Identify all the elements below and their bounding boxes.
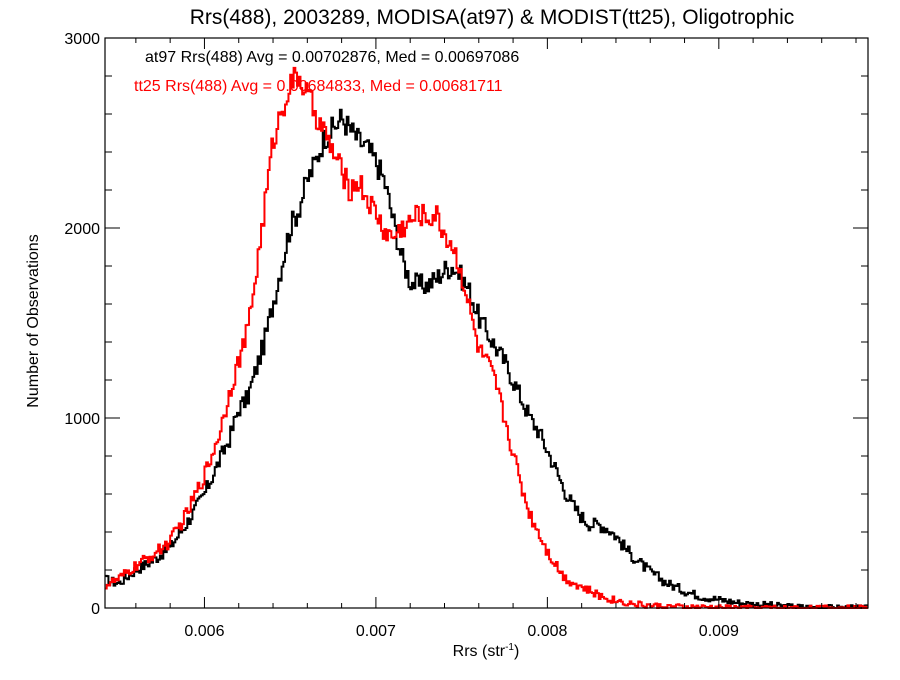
x-tick-label: 0.008	[527, 623, 567, 640]
y-axis-label: Number of Observations	[25, 234, 42, 407]
series-layer	[105, 66, 868, 609]
x-axis-label-main: Rrs (str	[453, 643, 506, 660]
ticks-layer: 0.006 0.007 0.008 0.009 0 1000 2000 3000	[64, 31, 868, 640]
y-tick-label: 0	[91, 601, 100, 618]
y-tick-label: 1000	[64, 411, 100, 428]
y-tick-label: 2000	[64, 221, 100, 238]
legend-entry-at97: at97 Rrs(488) Avg = 0.00702876, Med = 0.…	[145, 49, 519, 66]
x-tick-label: 0.007	[356, 623, 396, 640]
plot-frame	[104, 37, 869, 609]
x-axis-label-close: )	[514, 643, 519, 660]
legend-entry-tt25: tt25 Rrs(488) Avg = 0.00684833, Med = 0.…	[134, 78, 503, 95]
x-axis-label: Rrs (str-1)	[453, 642, 520, 660]
x-axis-label-superscript: -1	[505, 642, 514, 653]
chart-title: Rrs(488), 2003289, MODISA(at97) & MODIST…	[190, 6, 795, 29]
y-tick-label: 3000	[64, 31, 100, 48]
series-line-at97	[105, 108, 868, 609]
x-tick-label: 0.006	[184, 623, 224, 640]
x-tick-label: 0.009	[699, 623, 739, 640]
